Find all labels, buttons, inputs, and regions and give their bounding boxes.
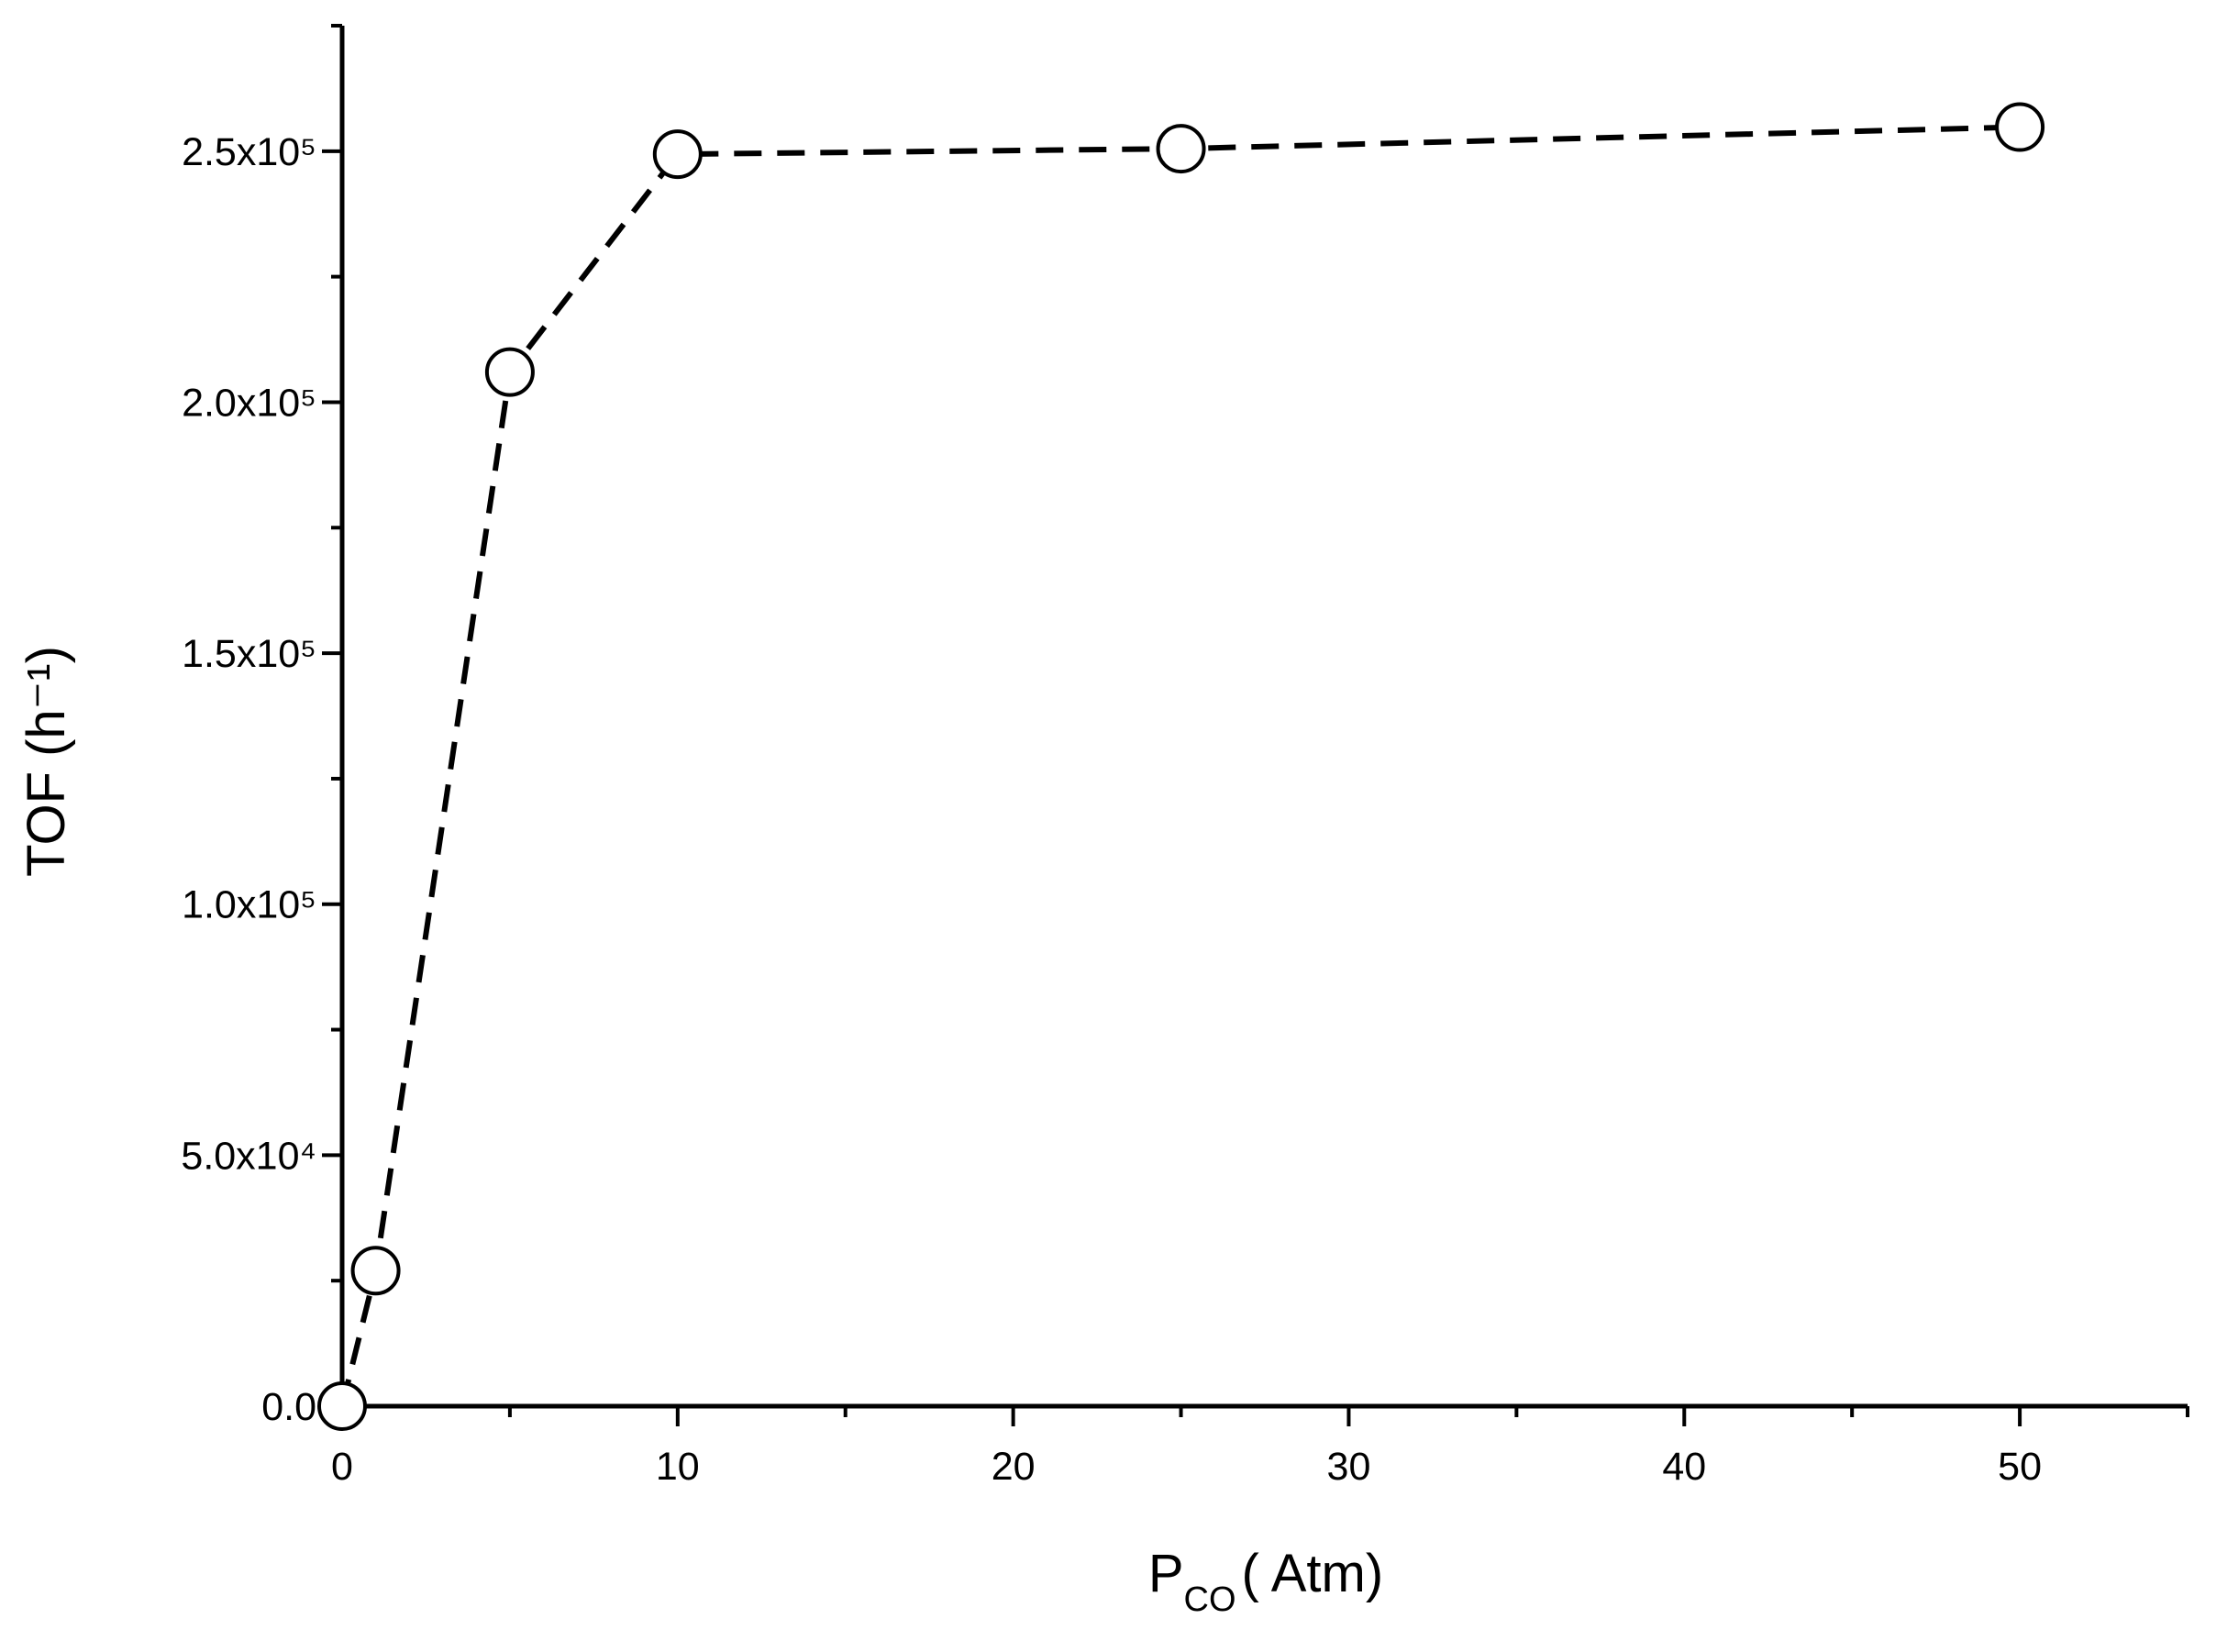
- x-tick-label: 30: [1327, 1445, 1371, 1489]
- data-point: [350, 1246, 401, 1296]
- data-point: [317, 1381, 367, 1431]
- x-tick-label: 0: [331, 1445, 353, 1489]
- x-axis-label-main: P: [1148, 1544, 1184, 1603]
- y-axis-label: TOF (h⁻¹): [17, 646, 76, 877]
- x-tick-label: 40: [1662, 1445, 1706, 1489]
- y-tick-label: 0.0: [261, 1385, 316, 1429]
- y-tick-label: 2.0x10⁵: [182, 381, 316, 425]
- data-point: [652, 129, 703, 180]
- y-tick-label: 5.0x10⁴: [181, 1134, 316, 1178]
- y-tick-label: 1.5x10⁵: [182, 632, 316, 676]
- y-tick-label: 2.5x10⁵: [182, 130, 316, 174]
- x-tick-label: 20: [992, 1445, 1036, 1489]
- data-point: [1156, 124, 1206, 174]
- x-axis-label-sub: CO: [1184, 1580, 1236, 1619]
- series-line: [339, 124, 2021, 1407]
- data-point: [1995, 102, 2045, 152]
- x-axis-label: PCO( Atm): [1148, 1544, 1383, 1619]
- y-tick-label: 1.0x10⁵: [182, 883, 316, 927]
- x-tick-label: 50: [1998, 1445, 2042, 1489]
- x-axis-label-unit: ( Atm): [1242, 1544, 1384, 1603]
- x-tick-label: 10: [656, 1445, 700, 1489]
- data-point: [484, 347, 535, 397]
